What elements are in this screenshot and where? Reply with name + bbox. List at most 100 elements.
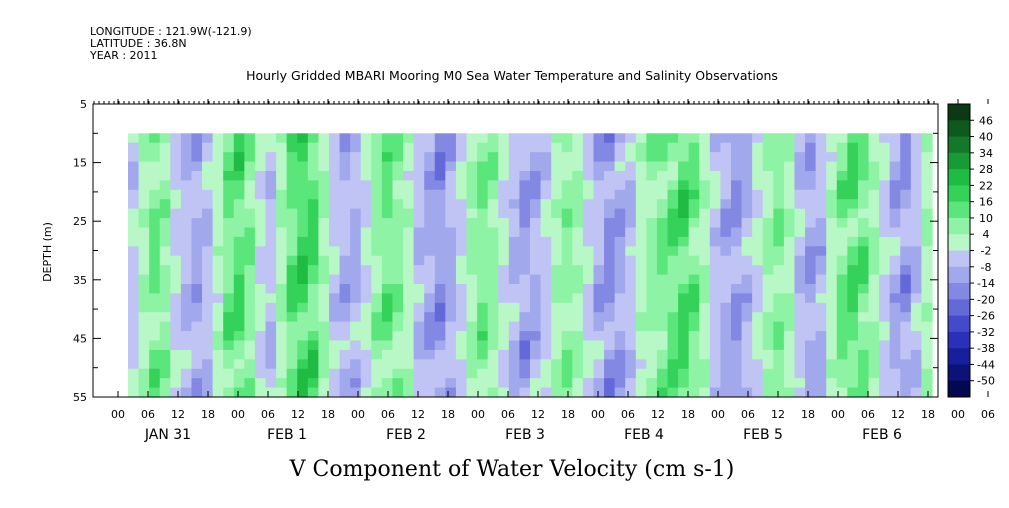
heatmap-cell bbox=[329, 265, 341, 276]
heatmap-cell bbox=[392, 312, 404, 323]
heatmap-cell bbox=[498, 387, 510, 398]
heatmap-cell bbox=[212, 359, 224, 370]
heatmap-cell bbox=[170, 312, 182, 323]
heatmap-cell bbox=[921, 359, 933, 370]
heatmap-cell bbox=[604, 142, 616, 153]
heatmap-cell bbox=[910, 236, 923, 247]
heatmap-cell bbox=[847, 133, 859, 144]
heatmap-cell bbox=[582, 312, 595, 323]
heatmap-cell bbox=[530, 161, 542, 172]
heatmap-cell bbox=[646, 208, 658, 219]
heatmap-cell bbox=[233, 312, 245, 323]
heatmap-cell bbox=[889, 170, 901, 181]
heatmap-cell bbox=[254, 133, 267, 144]
heatmap-cell bbox=[741, 312, 753, 323]
heatmap-cell bbox=[551, 170, 563, 181]
heatmap-cell bbox=[445, 321, 457, 332]
heatmap-cell bbox=[318, 189, 330, 200]
heatmap-cell bbox=[519, 199, 531, 210]
colorbar-swatch bbox=[948, 299, 970, 317]
x-hour-label: 06 bbox=[981, 408, 995, 421]
heatmap-cell bbox=[752, 133, 764, 144]
heatmap-cell bbox=[318, 302, 330, 313]
heatmap-cell bbox=[688, 359, 700, 370]
heatmap-cell bbox=[128, 199, 140, 210]
heatmap-cell bbox=[561, 133, 573, 144]
heatmap-cell bbox=[297, 265, 309, 276]
heatmap-cell bbox=[678, 368, 690, 379]
heatmap-cell bbox=[551, 255, 563, 266]
heatmap-cell bbox=[455, 349, 468, 360]
heatmap-cell bbox=[656, 265, 669, 276]
heatmap-cell bbox=[519, 387, 531, 398]
heatmap-cell bbox=[244, 293, 256, 304]
heatmap-cell bbox=[212, 208, 224, 219]
heatmap-cell bbox=[403, 180, 415, 191]
heatmap-cell bbox=[752, 283, 764, 295]
heatmap-cell bbox=[519, 152, 531, 163]
heatmap-cell bbox=[868, 255, 880, 266]
heatmap-cell bbox=[847, 189, 859, 200]
heatmap-cell bbox=[572, 331, 584, 342]
heatmap-cell bbox=[667, 359, 679, 370]
heatmap-cell bbox=[212, 293, 224, 304]
heatmap-cell bbox=[815, 255, 827, 266]
heatmap-cell bbox=[329, 274, 341, 285]
heatmap-cell bbox=[762, 170, 774, 181]
heatmap-cell bbox=[678, 302, 690, 313]
heatmap-cell bbox=[857, 387, 870, 398]
heatmap-cell bbox=[286, 283, 298, 295]
heatmap-cell bbox=[540, 133, 552, 144]
heatmap-cell bbox=[656, 331, 669, 342]
heatmap-cell bbox=[561, 321, 573, 332]
heatmap-cell bbox=[752, 218, 764, 229]
heatmap-cell bbox=[879, 246, 891, 257]
heatmap-cell bbox=[265, 170, 277, 181]
heatmap-cell bbox=[212, 368, 224, 379]
x-hour-label: 12 bbox=[531, 408, 545, 421]
heatmap-cell bbox=[720, 331, 732, 342]
heatmap-cell bbox=[445, 133, 457, 144]
heatmap-cell bbox=[223, 133, 235, 144]
heatmap-cell bbox=[424, 152, 436, 163]
heatmap-cell bbox=[191, 208, 203, 219]
heatmap-cell bbox=[138, 161, 150, 172]
heatmap-cell bbox=[794, 359, 806, 370]
heatmap-cell bbox=[307, 246, 320, 257]
heatmap-cell bbox=[910, 331, 923, 342]
heatmap-cell bbox=[170, 170, 182, 181]
heatmap-cell bbox=[879, 302, 891, 313]
heatmap-cell bbox=[223, 302, 235, 313]
heatmap-cell bbox=[752, 170, 764, 181]
heatmap-cell bbox=[551, 152, 563, 163]
heatmap-cell bbox=[625, 152, 637, 163]
heatmap-cell bbox=[646, 368, 658, 379]
heatmap-cell bbox=[498, 274, 510, 285]
heatmap-cell bbox=[900, 236, 912, 247]
heatmap-cell bbox=[297, 152, 309, 163]
heatmap-cell bbox=[318, 199, 330, 210]
colorbar-label: -2 bbox=[981, 245, 992, 258]
heatmap-cell bbox=[381, 227, 394, 238]
heatmap-cell bbox=[339, 208, 351, 219]
heatmap-cell bbox=[604, 236, 616, 247]
heatmap-cell bbox=[424, 274, 436, 285]
heatmap-cell bbox=[815, 359, 827, 370]
heatmap-cell bbox=[392, 255, 404, 266]
heatmap-cell bbox=[244, 246, 256, 257]
heatmap-cell bbox=[360, 340, 372, 351]
heatmap-cell bbox=[889, 180, 901, 191]
heatmap-cell bbox=[752, 378, 764, 389]
heatmap-cell bbox=[635, 180, 647, 191]
heatmap-cell bbox=[593, 227, 605, 238]
heatmap-cell bbox=[889, 227, 901, 238]
heatmap-cell bbox=[180, 170, 193, 181]
heatmap-cell bbox=[202, 340, 214, 351]
heatmap-cell bbox=[530, 349, 542, 360]
heatmap-cell bbox=[910, 312, 923, 323]
heatmap-cell bbox=[508, 368, 521, 379]
heatmap-cell bbox=[762, 161, 774, 172]
heatmap-cell bbox=[212, 236, 224, 247]
heatmap-cell bbox=[731, 170, 743, 181]
